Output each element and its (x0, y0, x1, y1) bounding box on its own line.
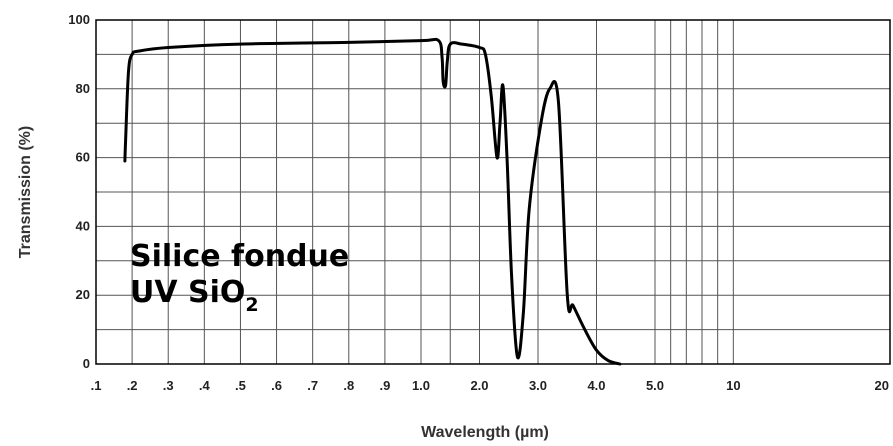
x-tick-labels: .1 .2 .3 .4 .5 .6 .7 .8 .9 1.0 2.0 3.0 4.0 5.0 10 20 (91, 378, 889, 393)
y-tick-label: 40 (76, 218, 90, 233)
annotation-line-1: Silice fondue (130, 239, 349, 274)
x-tick-label: 10 (726, 378, 740, 393)
x-tick-label: 4.0 (587, 378, 605, 393)
x-tick-label: .6 (271, 378, 282, 393)
x-tick-label: .5 (235, 378, 246, 393)
y-tick-labels: 0 20 40 60 80 100 (68, 12, 90, 371)
x-tick-label: .8 (343, 378, 354, 393)
x-tick-label: 2.0 (470, 378, 488, 393)
material-annotation: Silice fondue UV SiO2 (130, 239, 349, 316)
x-tick-label: 5.0 (646, 378, 664, 393)
annotation-line-2: UV SiO2 (130, 275, 259, 316)
x-tick-label: 20 (875, 378, 889, 393)
y-tick-label: 60 (76, 150, 90, 165)
x-tick-label: .7 (307, 378, 318, 393)
x-tick-label: .2 (127, 378, 138, 393)
annotation-formula: UV SiO (130, 275, 245, 310)
y-tick-label: 0 (83, 356, 90, 371)
x-tick-label: .1 (91, 378, 102, 393)
x-tick-label: .9 (379, 378, 390, 393)
x-tick-label: .4 (199, 378, 211, 393)
x-axis-label: Wavelength (µm) (421, 424, 549, 441)
x-tick-label: 3.0 (529, 378, 547, 393)
chart-grid (95, 19, 891, 365)
x-tick-label: .3 (163, 378, 174, 393)
plot-frame (95, 19, 891, 365)
x-tick-label: 1.0 (412, 378, 430, 393)
y-tick-label: 100 (68, 12, 90, 27)
y-tick-label: 80 (76, 81, 90, 96)
y-axis-label: Transmission (%) (17, 126, 34, 258)
transmission-curve (123, 37, 622, 366)
annotation-subscript: 2 (245, 294, 258, 316)
y-tick-label: 20 (76, 287, 90, 302)
